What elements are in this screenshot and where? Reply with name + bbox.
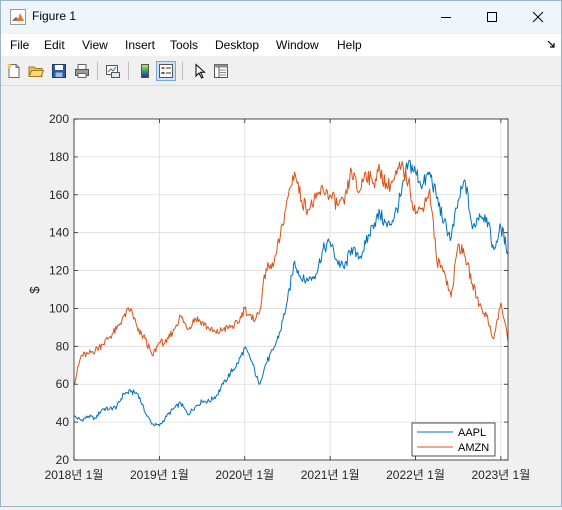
matlab-logo-icon	[10, 9, 26, 25]
toolbar-separator	[128, 62, 129, 80]
toolbar-separator	[182, 62, 183, 80]
maximize-icon	[487, 12, 497, 22]
save-icon	[52, 64, 66, 78]
menu-window[interactable]: Window	[276, 38, 319, 52]
print-button[interactable]	[72, 61, 92, 81]
legend-label-amzn: AMZN	[458, 442, 489, 454]
insert-colorbar-button[interactable]	[135, 61, 155, 81]
x-tick-label: 2020년 1월	[215, 468, 274, 482]
series-line-aapl[interactable]	[73, 159, 509, 427]
tick-marks	[73, 118, 508, 461]
y-tick-label: 20	[56, 453, 70, 467]
x-tick-label: 2018년 1월	[45, 468, 104, 482]
y-tick-label: 180	[49, 150, 69, 164]
open-file-icon	[28, 66, 44, 77]
x-tick-label: 2019년 1월	[130, 468, 189, 482]
window-title: Figure 1	[32, 9, 77, 23]
print-icon	[75, 64, 89, 78]
title-bar[interactable]: Figure 1	[1, 1, 561, 33]
toolbar-separator	[97, 62, 98, 80]
legend-label-aapl: AAPL	[458, 427, 486, 439]
series-layer	[73, 159, 509, 427]
y-tick-label: 140	[49, 226, 69, 240]
new-figure-icon	[7, 64, 20, 78]
insert-legend-button[interactable]	[156, 61, 176, 81]
axes-box	[73, 118, 509, 461]
menu-bar: File Edit View Insert Tools Desktop Wind…	[1, 34, 561, 56]
y-tick-label: 120	[49, 264, 69, 278]
y-axis-label: $	[27, 286, 42, 294]
edit-plot-icon	[195, 63, 206, 79]
x-tick-label: 2022년 1월	[386, 468, 445, 482]
menu-desktop[interactable]: Desktop	[215, 38, 260, 52]
open-file-button[interactable]	[26, 61, 46, 81]
figure-canvas: 20 40 60 80 100 120 140 160 180 200 2018년 1월 2019년…	[1, 86, 561, 506]
y-tick-label: 40	[56, 415, 70, 429]
legend-box	[411, 422, 496, 457]
link-plot-icon	[106, 65, 120, 78]
close-icon	[532, 11, 544, 23]
y-tick-label: 100	[49, 301, 69, 315]
menu-insert[interactable]: Insert	[125, 38, 156, 52]
axes-background	[74, 119, 508, 460]
menu-view[interactable]: View	[82, 38, 108, 52]
x-tick-label: 2023년 1월	[471, 468, 530, 482]
menu-tools[interactable]: Tools	[170, 38, 199, 52]
property-inspector-icon	[214, 64, 228, 78]
insert-legend-icon	[159, 64, 173, 78]
minimize-icon	[441, 17, 451, 18]
figure-toolbar	[1, 57, 561, 86]
x-tick-labels: 2018년 1월 2019년 1월 2020년 1월 2021년 1월 2022년 1월…	[45, 468, 531, 482]
x-tick-label: 2021년 1월	[301, 468, 360, 482]
insert-colorbar-icon	[141, 64, 149, 78]
save-button[interactable]	[49, 61, 69, 81]
edit-plot-button[interactable]	[189, 61, 209, 81]
menu-help[interactable]: Help	[337, 38, 362, 52]
minimize-button[interactable]	[423, 1, 469, 33]
y-tick-label: 80	[56, 339, 70, 353]
property-inspector-button[interactable]	[211, 61, 231, 81]
y-tick-label: 160	[49, 188, 69, 202]
maximize-button[interactable]	[469, 1, 515, 33]
undock-arrow-icon[interactable]	[547, 40, 556, 49]
line-chart[interactable]: 20 40 60 80 100 120 140 160 180 200 2018년 1월 2019년…	[1, 86, 561, 506]
new-figure-button[interactable]	[4, 61, 24, 81]
y-tick-labels: 20 40 60 80 100 120 140 160 180 200	[49, 112, 69, 467]
menu-file[interactable]: File	[10, 38, 30, 52]
legend[interactable]: AAPL AMZN	[411, 422, 496, 457]
y-tick-label: 200	[49, 112, 69, 126]
link-plot-button[interactable]	[103, 61, 123, 81]
y-tick-label: 60	[56, 377, 70, 391]
series-line-amzn[interactable]	[73, 161, 509, 385]
close-button[interactable]	[515, 1, 561, 33]
menu-edit[interactable]: Edit	[44, 38, 65, 52]
